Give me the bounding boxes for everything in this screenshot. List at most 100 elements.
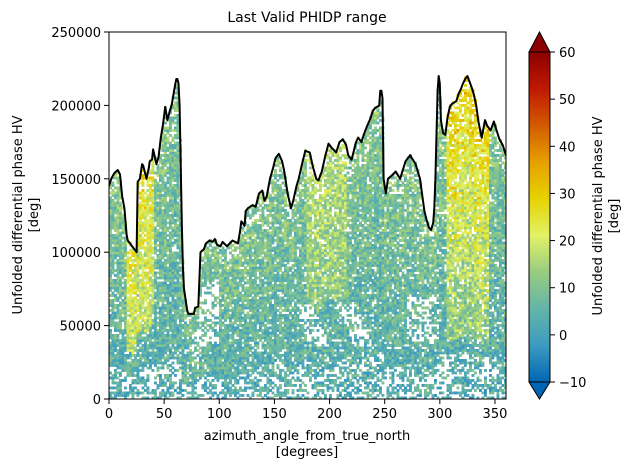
heatmap-cell	[304, 349, 307, 352]
heatmap-cell	[124, 261, 127, 265]
heatmap-cell	[276, 196, 280, 200]
heatmap-cell	[236, 324, 240, 327]
heatmap-cell	[126, 371, 130, 375]
heatmap-cell	[249, 364, 252, 367]
heatmap-cell	[176, 361, 180, 365]
heatmap-cell	[281, 176, 285, 180]
heatmap-cell	[156, 321, 160, 325]
heatmap-cell	[204, 316, 207, 320]
heatmap-cell	[116, 314, 120, 317]
heatmap-cell	[296, 219, 300, 222]
heatmap-cell	[111, 259, 115, 262]
heatmap-cell	[129, 351, 132, 355]
heatmap-cell	[171, 261, 175, 265]
heatmap-cell	[254, 356, 257, 360]
heatmap-cell	[284, 211, 287, 215]
heatmap-cell	[204, 249, 207, 252]
heatmap-cell	[274, 246, 277, 250]
heatmap-cell	[121, 216, 125, 220]
heatmap-cell	[184, 361, 187, 365]
heatmap-cell	[174, 349, 177, 352]
heatmap-cell	[161, 324, 165, 327]
heatmap-cell	[119, 249, 122, 252]
heatmap-cell	[171, 266, 175, 270]
heatmap-cell	[169, 251, 172, 255]
heatmap-cell	[149, 241, 152, 245]
heatmap-cell	[186, 339, 190, 342]
heatmap-cell	[176, 229, 180, 232]
heatmap-cell	[294, 316, 297, 320]
heatmap-cell	[121, 331, 125, 335]
heatmap-cell	[154, 329, 157, 332]
heatmap-cell	[154, 394, 157, 397]
heatmap-cell	[109, 386, 112, 390]
heatmap-cell	[116, 191, 120, 195]
heatmap-cell	[156, 221, 160, 225]
heatmap-cell	[246, 264, 250, 267]
heatmap-cell	[159, 376, 162, 380]
heatmap-cell	[266, 366, 270, 370]
heatmap-cell	[204, 326, 207, 330]
heatmap-cell	[174, 356, 177, 360]
heatmap-cell	[239, 394, 242, 397]
heatmap-cell	[149, 204, 152, 207]
heatmap-cell	[286, 226, 290, 230]
heatmap-cell	[174, 301, 177, 305]
heatmap-cell	[149, 254, 152, 257]
heatmap-cell	[301, 199, 305, 202]
heatmap-cell	[151, 196, 155, 200]
heatmap-cell	[304, 291, 307, 295]
heatmap-cell	[261, 271, 265, 275]
heatmap-cell	[299, 261, 302, 265]
heatmap-cell	[146, 344, 150, 347]
heatmap-cell	[271, 191, 275, 195]
heatmap-cell	[286, 279, 290, 282]
heatmap-cell	[291, 291, 295, 295]
heatmap-cell	[266, 291, 270, 295]
heatmap-cell	[276, 286, 280, 290]
heatmap-cell	[154, 296, 157, 300]
heatmap-cell	[169, 201, 172, 205]
heatmap-cell	[249, 326, 252, 330]
heatmap-cell	[136, 331, 140, 335]
heatmap-cell	[169, 129, 172, 132]
heatmap-cell	[239, 259, 242, 262]
heatmap-cell	[174, 96, 177, 100]
heatmap-cell	[154, 271, 157, 275]
heatmap-cell	[141, 191, 145, 195]
heatmap-cell	[199, 366, 202, 370]
heatmap-cell	[186, 376, 190, 380]
heatmap-cell	[236, 289, 240, 292]
heatmap-cell	[289, 361, 292, 365]
heatmap-cell	[301, 239, 305, 242]
heatmap-cell	[176, 354, 180, 357]
heatmap-cell	[174, 284, 177, 287]
heatmap-cell	[166, 376, 170, 380]
heatmap-cell	[211, 391, 215, 395]
heatmap-cell	[276, 164, 280, 167]
heatmap-cell	[251, 356, 255, 360]
heatmap-cell	[259, 356, 262, 360]
heatmap-cell	[289, 334, 292, 337]
heatmap-cell	[119, 324, 122, 327]
heatmap-cell	[241, 289, 245, 292]
heatmap-cell	[126, 301, 130, 305]
heatmap-cell	[159, 321, 162, 325]
heatmap-cell	[271, 349, 275, 352]
heatmap-cell	[214, 271, 217, 275]
heatmap-cell	[151, 296, 155, 300]
heatmap-cell	[176, 331, 180, 335]
heatmap-cell	[159, 226, 162, 230]
heatmap-cell	[116, 201, 120, 205]
heatmap-cell	[256, 224, 260, 227]
heatmap-cell	[234, 316, 237, 320]
heatmap-cell	[299, 241, 302, 245]
heatmap-cell	[224, 329, 227, 332]
heatmap-cell	[239, 369, 242, 372]
heatmap-cell	[206, 374, 210, 377]
heatmap-cell	[281, 326, 285, 330]
heatmap-cell	[144, 214, 147, 217]
heatmap-cell	[294, 326, 297, 330]
heatmap-cell	[129, 339, 132, 342]
heatmap-cell	[151, 271, 155, 275]
